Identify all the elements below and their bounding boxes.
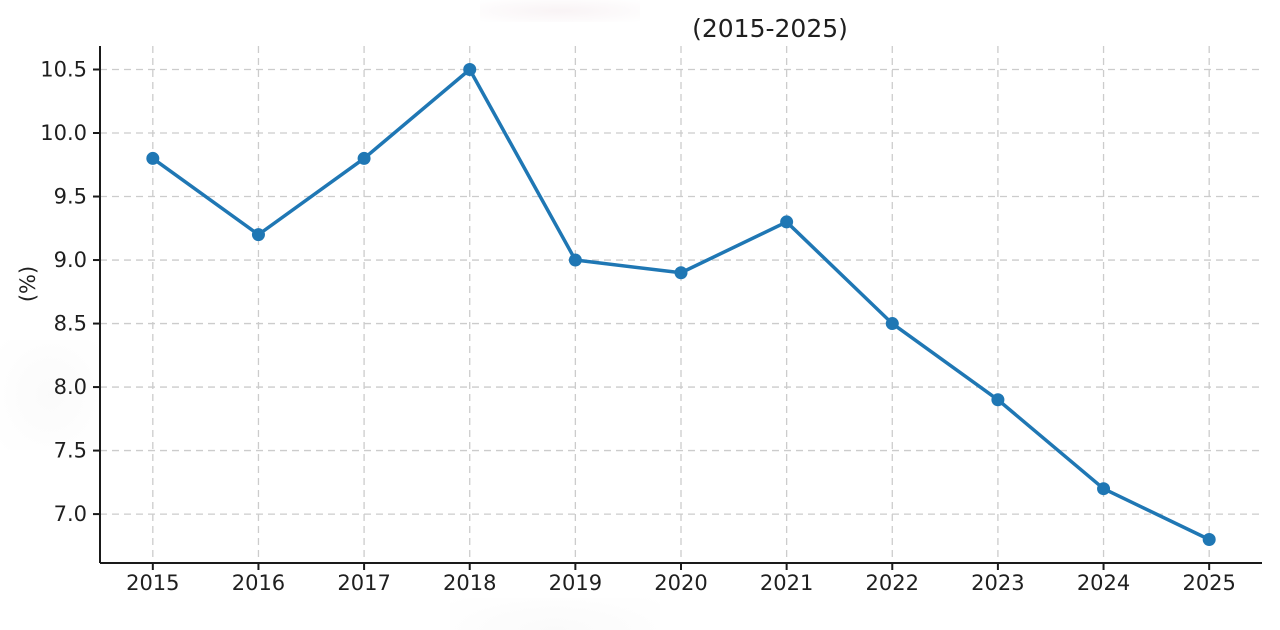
y-tick-label: 10.0 bbox=[40, 121, 87, 145]
y-tick-label: 7.0 bbox=[54, 502, 87, 526]
x-tick-label: 2024 bbox=[1077, 571, 1130, 595]
y-tick-label: 8.0 bbox=[54, 375, 87, 399]
data-point bbox=[463, 63, 477, 76]
x-tick-label: 2019 bbox=[549, 571, 602, 595]
x-tick-label: 2023 bbox=[971, 571, 1024, 595]
data-point bbox=[251, 228, 265, 242]
chart-title: (2015-2025) bbox=[692, 14, 848, 43]
axis-ticks bbox=[93, 68, 1211, 570]
y-tick-label: 9.0 bbox=[54, 248, 87, 272]
data-point bbox=[357, 151, 371, 165]
x-tick-label: 2022 bbox=[866, 571, 919, 595]
x-tick-label: 2017 bbox=[337, 571, 390, 595]
data-point bbox=[1202, 533, 1216, 546]
axis-tick-labels: 2015 2016 2017 2018 2019 2020 2021 2022 2023 2024… bbox=[40, 58, 1236, 596]
data-series bbox=[146, 63, 1216, 546]
y-tick-label: 9.5 bbox=[54, 185, 87, 209]
x-tick-label: 2016 bbox=[232, 571, 285, 595]
grid-layer bbox=[100, 46, 1262, 563]
data-point bbox=[885, 317, 899, 331]
x-tick-label: 2025 bbox=[1182, 571, 1235, 595]
data-point bbox=[146, 151, 160, 165]
data-point bbox=[1097, 482, 1111, 496]
data-point bbox=[780, 215, 794, 229]
y-tick-label: 7.5 bbox=[54, 439, 87, 463]
data-point bbox=[991, 393, 1005, 407]
y-tick-label: 10.5 bbox=[40, 58, 87, 82]
x-tick-label: 2018 bbox=[443, 571, 496, 595]
x-tick-label: 2015 bbox=[126, 571, 179, 595]
data-point bbox=[568, 253, 582, 267]
data-point bbox=[674, 266, 688, 280]
x-tick-label: 2021 bbox=[760, 571, 813, 595]
y-tick-label: 8.5 bbox=[54, 312, 87, 336]
x-tick-label: 2020 bbox=[654, 571, 707, 595]
